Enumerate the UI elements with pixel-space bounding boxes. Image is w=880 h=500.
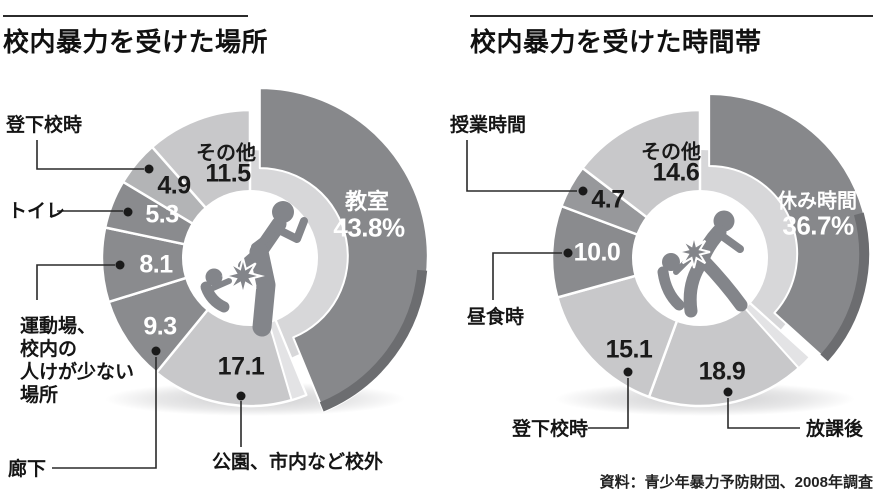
leader-hallway bbox=[52, 357, 157, 469]
leader-class-time bbox=[466, 140, 577, 192]
leader-after-school bbox=[727, 398, 800, 429]
slice-value-sonota-left: 11.5 bbox=[205, 159, 251, 188]
slice-3d-rim bbox=[820, 212, 870, 362]
slice-value-tokogakoji-left: 4.9 bbox=[157, 171, 191, 200]
label-tokogakoji-left: 登下校時 bbox=[6, 115, 83, 136]
label-tokogakoji-right: 登下校時 bbox=[512, 419, 589, 440]
slice-3d-rim bbox=[319, 269, 428, 412]
slice-value-park: 17.1 bbox=[217, 352, 265, 381]
leader-tokogakoji-right bbox=[588, 378, 629, 429]
pie-slice bbox=[550, 204, 702, 299]
slice-value-lunch-time: 10.0 bbox=[573, 238, 621, 267]
punch-pictogram-icon bbox=[657, 210, 748, 318]
slice-value-toilet: 5.3 bbox=[145, 200, 179, 229]
slice-name-sonota-left: その他 bbox=[196, 142, 256, 165]
slice-value-tokogakoji-right: 15.1 bbox=[605, 335, 653, 364]
chart-title-time: 校内暴力を受けた時間帯 bbox=[470, 27, 762, 57]
slice-value-hallway: 9.3 bbox=[143, 312, 177, 341]
leader-lunch-time bbox=[492, 252, 562, 300]
slice-value-class-time: 4.7 bbox=[591, 185, 625, 214]
leader-lines bbox=[36, 140, 800, 469]
title-rule-right bbox=[470, 15, 873, 17]
slice-value-playground: 8.1 bbox=[139, 250, 173, 279]
chart-title-place: 校内暴力を受けた場所 bbox=[3, 27, 269, 57]
label-after-school: 放課後 bbox=[806, 419, 864, 440]
source-note: 資料：青少年暴力予防財団、2008年調査 bbox=[599, 474, 873, 491]
slice-name-classroom: 教室 bbox=[344, 189, 390, 214]
impact-burst-icon bbox=[221, 254, 265, 298]
slice-value-sonota-right: 14.6 bbox=[652, 158, 700, 187]
slice-value-break-time: 36.7% bbox=[782, 210, 854, 241]
slice-value-after-school: 18.9 bbox=[698, 357, 746, 386]
label-park: 公園、市内など校外 bbox=[212, 452, 384, 473]
title-rule-left bbox=[3, 15, 248, 17]
label-class-time: 授業時間 bbox=[450, 115, 527, 136]
label-hallway: 廊下 bbox=[8, 459, 47, 480]
leader-playground bbox=[36, 264, 115, 300]
leader-tokogakoji-left bbox=[36, 140, 144, 170]
kick-pictogram-icon bbox=[200, 201, 308, 337]
slice-name-sonota-right: その他 bbox=[641, 141, 701, 164]
label-playground: 運動場、 校内の 人けが少ない 場所 bbox=[20, 316, 135, 406]
slice-value-classroom: 43.8% bbox=[333, 212, 405, 243]
label-lunch-time: 昼食時 bbox=[467, 307, 525, 328]
impact-burst-icon bbox=[677, 235, 711, 269]
slice-name-break-time: 休み時間 bbox=[777, 190, 857, 213]
leader-dots bbox=[115, 164, 733, 401]
label-toilet: トイレ bbox=[8, 201, 66, 222]
